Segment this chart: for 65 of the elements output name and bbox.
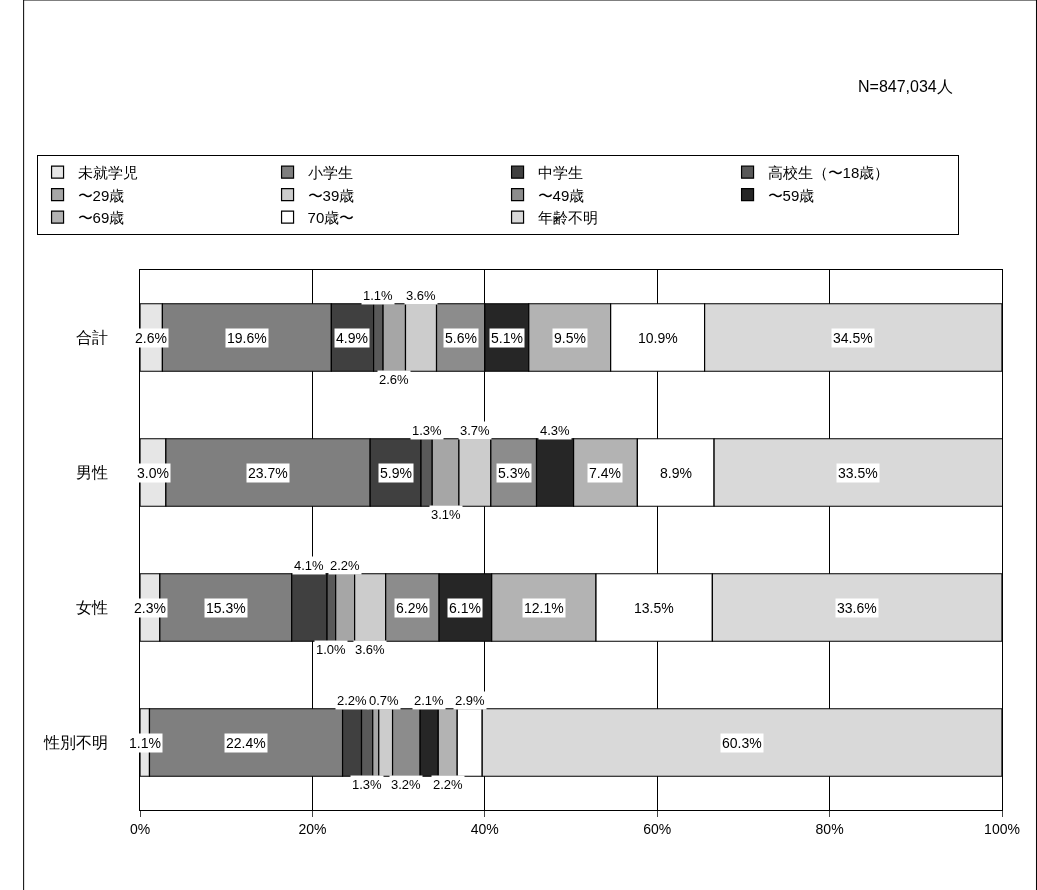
data-label: 1.1% bbox=[363, 288, 394, 303]
legend-label: 〜49歳 bbox=[537, 186, 585, 204]
legend-label: 70歳〜 bbox=[307, 209, 355, 226]
data-label: 22.4% bbox=[226, 735, 266, 751]
data-label: 5.3% bbox=[498, 465, 530, 481]
legend-label: 〜39歳 bbox=[307, 186, 355, 204]
x-tick-label: 100% bbox=[984, 820, 1020, 837]
legend-label: 小学生 bbox=[307, 164, 353, 181]
data-label: 10.9% bbox=[638, 330, 678, 346]
data-label: 6.2% bbox=[396, 600, 428, 616]
data-label: 3.0% bbox=[137, 465, 169, 481]
data-label: 1.1% bbox=[129, 735, 161, 751]
legend-label: 〜69歳 bbox=[77, 209, 125, 226]
x-tick-label: 40% bbox=[470, 820, 499, 837]
data-label: 15.3% bbox=[206, 600, 246, 616]
data-label: 5.9% bbox=[380, 465, 412, 481]
data-label: 2.3% bbox=[134, 600, 166, 616]
data-label: 6.1% bbox=[449, 600, 481, 616]
legend-label: 高校生（〜18歳） bbox=[767, 164, 890, 181]
data-label: 9.5% bbox=[554, 330, 586, 346]
data-label: 1.3% bbox=[412, 423, 443, 438]
legend-label: 〜29歳 bbox=[77, 186, 125, 204]
data-label: 3.6% bbox=[355, 642, 386, 657]
data-label: 5.6% bbox=[445, 330, 477, 346]
data-label: 23.7% bbox=[248, 465, 288, 481]
data-label: 1.3% bbox=[352, 777, 383, 792]
data-label: 3.1% bbox=[431, 507, 462, 522]
data-label: 34.5% bbox=[833, 330, 873, 346]
data-label: 19.6% bbox=[227, 330, 267, 346]
y-tick-label: 性別不明 bbox=[42, 734, 108, 752]
data-label: 13.5% bbox=[634, 600, 674, 616]
x-tick-label: 20% bbox=[298, 820, 327, 837]
data-label: 33.6% bbox=[837, 600, 877, 616]
data-label: 0.7% bbox=[369, 693, 400, 708]
y-tick-label: 女性 bbox=[75, 599, 108, 617]
legend-label: 未就学児 bbox=[77, 164, 138, 181]
data-label: 2.2% bbox=[337, 693, 368, 708]
data-label: 2.2% bbox=[330, 558, 361, 573]
x-tick-label: 0% bbox=[129, 820, 151, 837]
data-label: 2.6% bbox=[135, 330, 167, 346]
y-tick-label: 男性 bbox=[75, 464, 108, 482]
data-label: 4.9% bbox=[336, 330, 368, 346]
x-tick-label: 80% bbox=[815, 820, 844, 837]
legend-label: 中学生 bbox=[537, 164, 583, 181]
data-label: 5.1% bbox=[491, 330, 523, 346]
legend-label: 〜59歳 bbox=[767, 186, 815, 204]
legend-label: 年齢不明 bbox=[537, 209, 598, 226]
data-label: 12.1% bbox=[524, 600, 564, 616]
data-label: 33.5% bbox=[838, 465, 878, 481]
x-tick-label: 60% bbox=[643, 820, 672, 837]
data-label: 8.9% bbox=[660, 465, 692, 481]
data-label: 1.0% bbox=[316, 642, 347, 657]
data-label: 60.3% bbox=[722, 735, 762, 751]
data-label: 2.2% bbox=[433, 777, 464, 792]
data-label: 2.9% bbox=[455, 693, 486, 708]
data-label: 4.3% bbox=[540, 423, 571, 438]
y-tick-label: 合計 bbox=[75, 329, 108, 347]
data-label: 4.1% bbox=[294, 558, 325, 573]
data-label: 3.7% bbox=[460, 423, 491, 438]
data-label: 2.1% bbox=[414, 693, 445, 708]
data-label: 3.2% bbox=[391, 777, 422, 792]
data-label: 3.6% bbox=[406, 288, 437, 303]
data-label: 7.4% bbox=[589, 465, 621, 481]
text: N=847,034人 bbox=[858, 78, 953, 95]
data-label: 2.6% bbox=[379, 372, 410, 387]
